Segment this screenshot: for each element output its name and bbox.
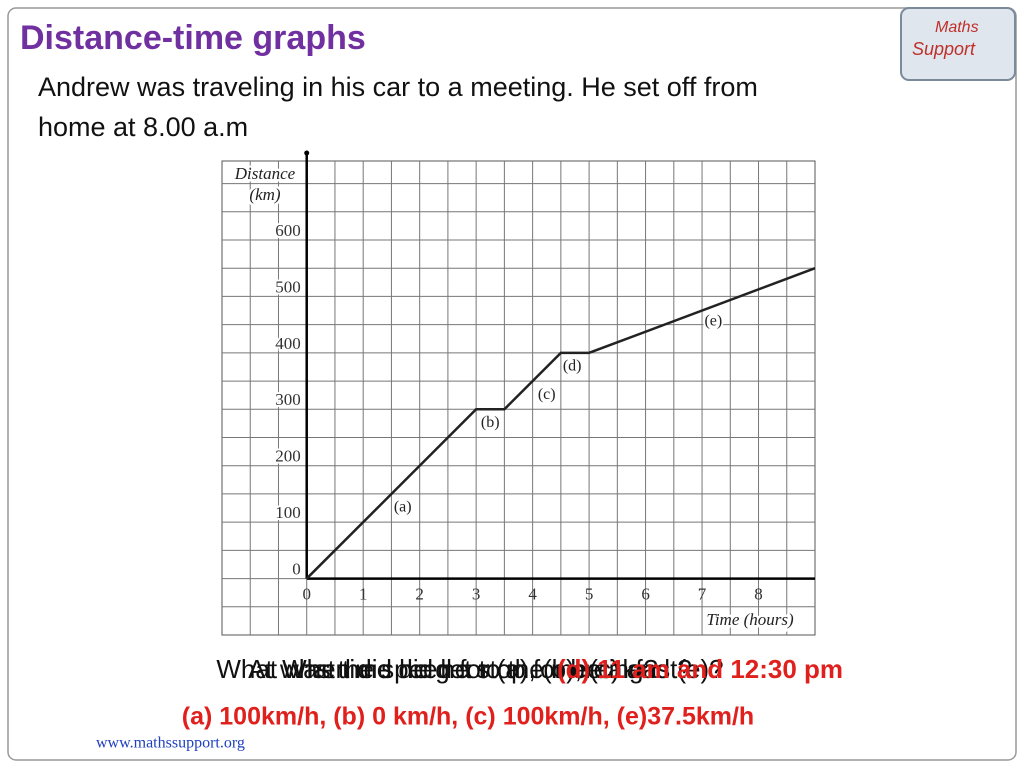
logo-box (900, 7, 1016, 81)
x-tick-label: 3 (472, 584, 481, 603)
y-axis-unit: (km) (249, 185, 280, 204)
segment-label: (e) (704, 312, 722, 329)
y-tick-label: 400 (275, 334, 301, 353)
logo: Maths Support (900, 7, 1016, 81)
segment-label: (d) (563, 358, 582, 375)
logo-text: Support (912, 39, 976, 59)
x-tick-label: 4 (528, 584, 537, 603)
x-tick-label: 2 (415, 584, 424, 603)
intro-line: Andrew was traveling in his car to a mee… (38, 72, 758, 102)
x-tick-label: 8 (754, 584, 763, 603)
answer: (a) 100km/h, (b) 0 km/h, (c) 100km/h, (e… (182, 703, 754, 731)
plot-area (221, 160, 816, 636)
x-tick-label: 7 (698, 584, 707, 603)
x-axis-label: Time (hours) (706, 610, 794, 629)
title: Distance-time graphs (20, 19, 366, 57)
y-tick-label: 100 (275, 503, 301, 522)
answer: (d) 11 am and 12:30 pm (557, 654, 843, 684)
y-tick-label: 200 (275, 447, 301, 466)
footer: www.mathssupport.org (96, 735, 245, 752)
chart: 0 1 2 3 4 5 6 7 8 0 100 200 300 400 500 600 Distance (km)… (221, 150, 816, 636)
y-tick-label: 600 (275, 221, 301, 240)
segment-label: (a) (394, 499, 412, 516)
question: At what time did he stop for breakfast? (248, 654, 692, 684)
y-tick-label: 0 (292, 559, 301, 578)
y-axis-label: Distance (234, 164, 296, 183)
segment-label: (b) (481, 414, 500, 431)
x-tick-label: 6 (641, 584, 650, 603)
intro-line: home at 8.00 a.m (38, 112, 248, 142)
x-tick-label: 5 (585, 584, 594, 603)
x-tick-label: 1 (359, 584, 368, 603)
y-tick-label: 500 (275, 277, 301, 296)
question: When did he get to the meeting? (282, 654, 658, 684)
question: What was the speed for (a), (b), (c) and… (216, 654, 723, 684)
x-tick-label: 0 (302, 584, 311, 603)
data-line (305, 267, 816, 580)
y-tick-label: 300 (275, 390, 301, 409)
segment-label: (c) (538, 386, 556, 403)
axis-end (304, 150, 310, 156)
logo-text: Maths (935, 19, 979, 36)
